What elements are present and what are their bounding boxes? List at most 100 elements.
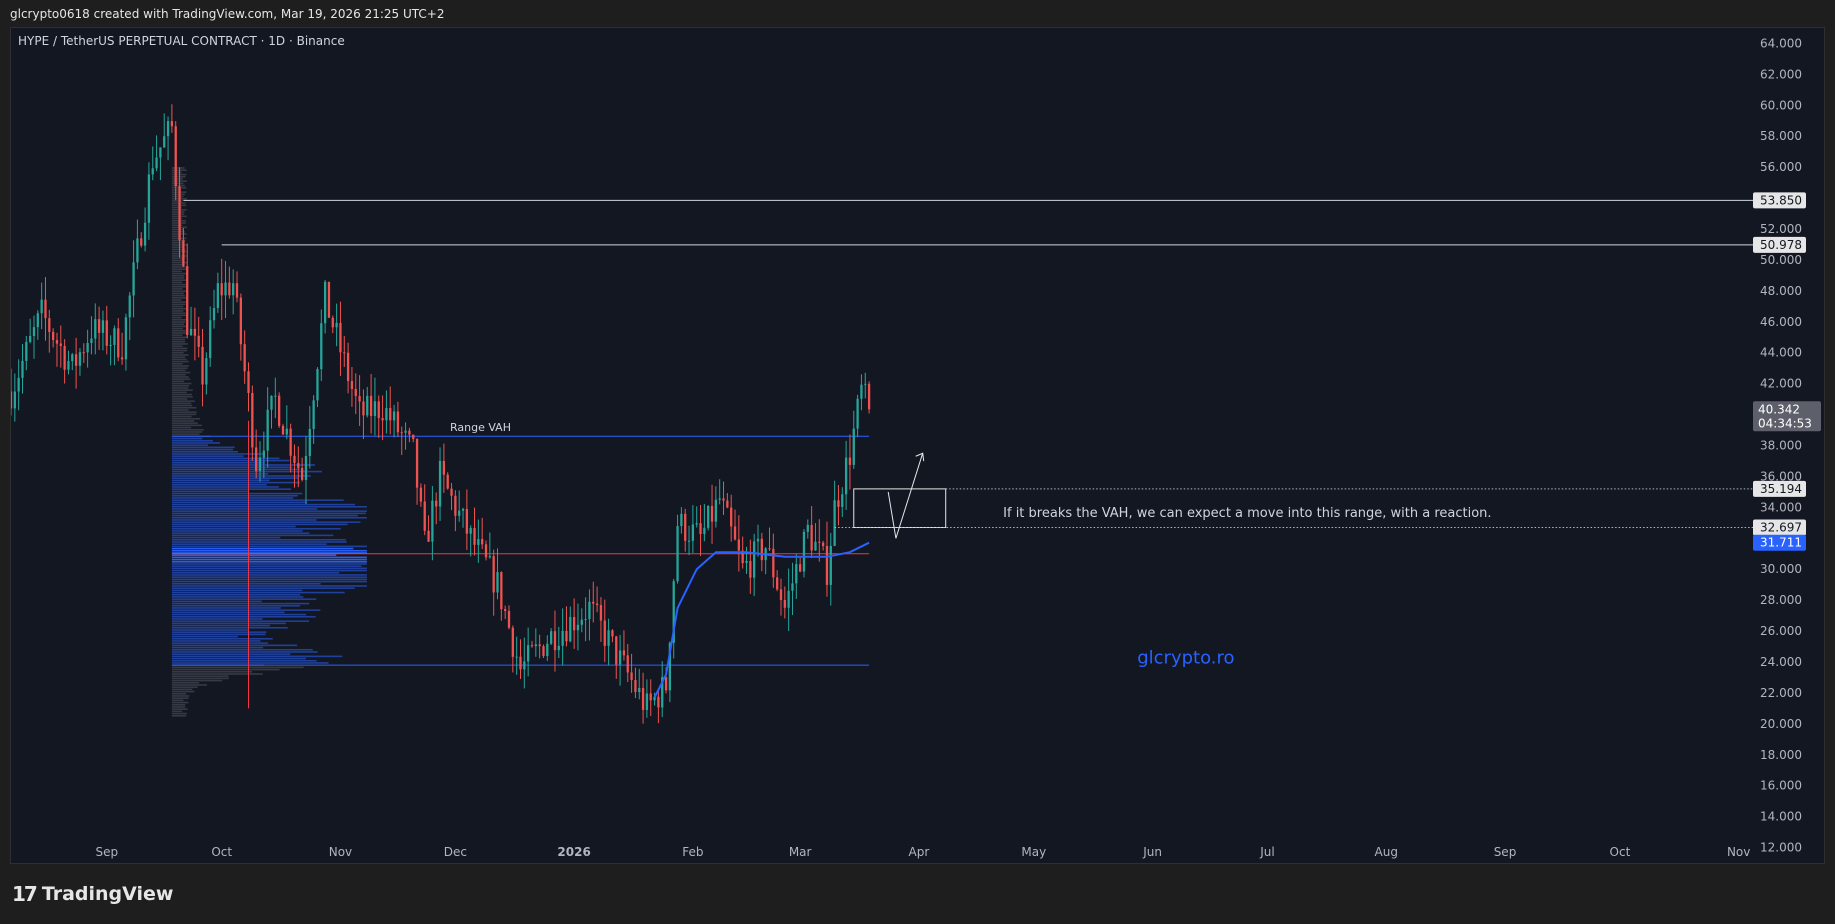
candle-body (753, 541, 756, 578)
volume-profile-bar (171, 629, 249, 631)
volume-profile-bar (171, 404, 193, 407)
candle-body (320, 323, 323, 370)
volume-profile-bar (171, 257, 185, 259)
volume-profile-bar (171, 395, 193, 398)
candle-body (400, 432, 403, 434)
volume-profile-bar (171, 668, 280, 671)
volume-profile-bar (171, 351, 184, 354)
candle-body (40, 299, 43, 314)
volume-profile-bar (171, 598, 317, 600)
candle-body (553, 631, 557, 651)
candle-body (572, 617, 576, 631)
candle-body (454, 495, 457, 516)
candle-body (676, 526, 679, 582)
volume-profile-bar (171, 325, 188, 328)
candle-body (48, 318, 51, 332)
volume-profile-bar (171, 224, 183, 226)
candle-body (212, 307, 216, 321)
candle-body (308, 428, 311, 456)
candle-body (565, 630, 568, 642)
y-tick-label: 56.000 (1760, 160, 1802, 174)
candle-body (438, 460, 442, 507)
volume-profile-bar (171, 510, 367, 512)
range-price-tag: 35.194 (1760, 482, 1802, 496)
candle-body (523, 661, 526, 670)
volume-profile-bar (171, 369, 186, 372)
volume-profile-bar (171, 494, 298, 497)
candle-body (258, 457, 262, 472)
candle-body (638, 687, 641, 693)
candle-body (787, 590, 790, 608)
volume-profile-bar (171, 712, 187, 715)
volume-profile-bar (171, 492, 303, 495)
candle-body (825, 546, 829, 585)
candle-body (235, 283, 239, 298)
volume-profile-bar (171, 519, 317, 521)
candle-body (362, 401, 365, 416)
volume-profile-bar (171, 444, 208, 446)
candle-body (247, 371, 250, 393)
candle-body (477, 539, 480, 545)
candle-body (132, 262, 135, 296)
volume-profile-bar (171, 314, 187, 317)
chart-pane[interactable]: Range VAH If it breaks the VAH, we can e… (10, 27, 1825, 864)
volume-profile-bar (171, 382, 192, 385)
candle-body (186, 266, 189, 336)
volume-profile-bar (171, 431, 203, 433)
candle-body (316, 369, 319, 401)
candle-body (55, 340, 59, 344)
volume-profile-bar (171, 305, 184, 308)
volume-profile-bar (171, 620, 310, 622)
candle-body (684, 513, 687, 541)
projection-arrow (887, 453, 924, 539)
volume-profile-bar (171, 472, 269, 475)
candle-body (251, 392, 254, 448)
range-price-tag: 32.697 (1760, 521, 1802, 535)
candle-body (450, 488, 453, 496)
candle-body (599, 605, 603, 621)
volume-profile-bar (171, 642, 268, 644)
volume-profile-bar (171, 580, 367, 583)
price-chart[interactable]: Range VAH If it breaks the VAH, we can e… (11, 28, 1824, 863)
candle-body (354, 388, 357, 397)
volume-profile-bar (171, 640, 261, 642)
volume-profile-bar (171, 347, 188, 350)
candle-body (469, 527, 472, 534)
volume-profile-bar (171, 391, 187, 394)
level-price-tag: 53.850 (1760, 193, 1802, 207)
axes: 12.000 14.000 16.000 18.000 20.000 22.000 24.0… (95, 36, 1821, 859)
candle-body (527, 645, 530, 662)
brand-name: TradingView (41, 883, 174, 905)
candle-body (266, 409, 269, 451)
volume-profile-bar (171, 635, 238, 638)
candle-body (542, 646, 545, 657)
volume-profile-bar (171, 371, 191, 374)
candle-body (174, 126, 177, 187)
y-tick-label: 18.000 (1760, 748, 1802, 762)
volume-profile-bar (171, 376, 189, 378)
candle-body (783, 599, 786, 608)
candle-body (737, 539, 740, 551)
candle-body (718, 498, 721, 500)
volume-profile-bar (171, 398, 188, 400)
range-price-tag-bg (1753, 519, 1806, 536)
volume-profile-bar (171, 266, 186, 268)
candle-body (101, 320, 105, 333)
volume-profile-bar (171, 373, 186, 376)
candle-body (327, 281, 331, 318)
volume-profile-bar (171, 527, 341, 530)
candle-body (71, 354, 74, 362)
candle-body (473, 527, 476, 545)
volume-profile-bar (171, 461, 266, 464)
volume-profile-bar (171, 651, 318, 653)
candle-body (607, 630, 610, 646)
y-tick-label: 44.000 (1760, 346, 1802, 360)
volume-profile-bar (171, 607, 281, 609)
candle-body (36, 313, 39, 328)
volume-profile-bar (171, 499, 344, 501)
volume-profile-bar (171, 270, 182, 273)
x-tick-label: Dec (444, 845, 467, 859)
candle-body (645, 693, 649, 710)
volume-profile-bar (171, 655, 343, 658)
candle-body (396, 411, 400, 433)
